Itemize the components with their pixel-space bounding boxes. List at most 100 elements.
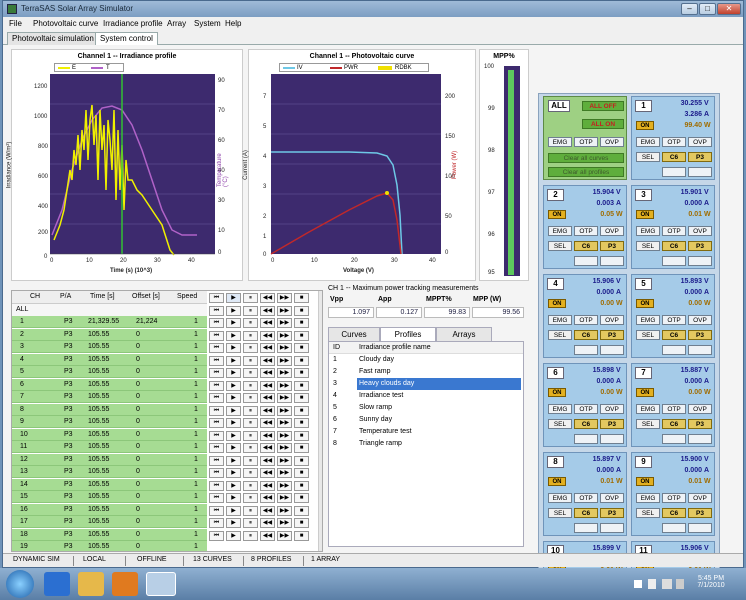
rewind-button[interactable]: ⏮	[209, 480, 224, 491]
profile-tag[interactable]: P3	[688, 241, 712, 251]
stop-button[interactable]: ■	[294, 330, 309, 341]
ie-icon[interactable]	[44, 572, 70, 596]
step-forward-button[interactable]: ▶▶	[277, 443, 292, 453]
emg-button[interactable]: EMG	[636, 404, 660, 414]
aux-field[interactable]	[688, 523, 712, 533]
stop-button[interactable]: ■	[294, 380, 309, 391]
sel-button[interactable]: SEL	[548, 419, 572, 429]
aux-field[interactable]	[662, 434, 686, 444]
play-button[interactable]: ▶	[226, 293, 241, 303]
table-row[interactable]: 3 P3 105.55 0 1	[12, 341, 207, 353]
step-forward-button[interactable]: ▶▶	[277, 318, 292, 328]
stop-button[interactable]: ■	[294, 343, 309, 353]
rewind-button[interactable]: ⏮	[209, 380, 224, 391]
play-button[interactable]: ▶	[226, 380, 241, 391]
step-forward-button[interactable]: ▶▶	[277, 405, 292, 416]
pause-button[interactable]: ⏸	[243, 293, 258, 303]
step-back-button[interactable]: ◀◀	[260, 518, 275, 528]
table-row[interactable]: 12 P3 105.55 0 1	[12, 453, 207, 466]
sel-button[interactable]: SEL	[636, 508, 660, 518]
aux-field[interactable]	[662, 256, 686, 266]
stop-button[interactable]: ■	[294, 305, 309, 316]
profile-tag[interactable]: P3	[600, 508, 624, 518]
table-row[interactable]: 6 P3 105.55 0 1	[12, 378, 207, 391]
title-bar[interactable]: TerraSAS Solar Array Simulator – □ ✕	[3, 1, 743, 17]
tray-arrow-icon[interactable]	[634, 580, 642, 588]
table-row[interactable]: 1 P3 21,329.55 21,224 1	[12, 316, 207, 328]
aux-field[interactable]	[662, 523, 686, 533]
on-indicator[interactable]: ON	[548, 388, 566, 397]
ovp-button[interactable]: OVP	[688, 404, 712, 414]
stop-button[interactable]: ■	[294, 468, 309, 478]
rewind-button[interactable]: ⏮	[209, 318, 224, 328]
stop-button[interactable]: ■	[294, 518, 309, 528]
all-on-button[interactable]: ALL ON	[582, 119, 624, 129]
aux-field[interactable]	[688, 345, 712, 355]
clock[interactable]: 5:45 PM 7/1/2010	[688, 575, 734, 589]
play-button[interactable]: ▶	[226, 518, 241, 528]
rewind-button[interactable]: ⏮	[209, 518, 224, 528]
ovp-button[interactable]: OVP	[600, 404, 624, 414]
profile-tag[interactable]: P3	[688, 419, 712, 429]
ovp-button[interactable]: OVP	[600, 315, 624, 325]
rewind-button[interactable]: ⏮	[209, 368, 224, 378]
sel-button[interactable]: SEL	[548, 508, 572, 518]
emg-button[interactable]: EMG	[548, 404, 572, 414]
step-forward-button[interactable]: ▶▶	[277, 330, 292, 341]
ovp-button[interactable]: OVP	[688, 226, 712, 236]
rewind-button[interactable]: ⏮	[209, 355, 224, 366]
otp-button[interactable]: OTP	[662, 137, 686, 147]
step-back-button[interactable]: ◀◀	[260, 380, 275, 391]
curve-tag[interactable]: C6	[574, 419, 598, 429]
sel-button[interactable]: SEL	[548, 330, 572, 340]
tab-photovoltaic-simulation[interactable]: Photovoltaic simulation	[7, 32, 99, 45]
on-indicator[interactable]: ON	[548, 210, 566, 219]
pause-button[interactable]: ⏸	[243, 493, 258, 503]
rewind-button[interactable]: ⏮	[209, 405, 224, 416]
rewind-button[interactable]: ⏮	[209, 293, 224, 303]
profile-row[interactable]: 8 Triangle ramp	[329, 438, 523, 450]
ovp-button[interactable]: OVP	[600, 493, 624, 503]
rewind-button[interactable]: ⏮	[209, 530, 224, 541]
aux-field[interactable]	[688, 256, 712, 266]
stop-button[interactable]: ■	[294, 480, 309, 491]
sel-button[interactable]: SEL	[636, 152, 660, 162]
curve-tag[interactable]: C6	[574, 330, 598, 340]
step-forward-button[interactable]: ▶▶	[277, 343, 292, 353]
step-back-button[interactable]: ◀◀	[260, 530, 275, 541]
table-row[interactable]: 4 P3 105.55 0 1	[12, 353, 207, 366]
table-row-all[interactable]: ALL	[12, 304, 207, 316]
profile-tag[interactable]: P3	[688, 508, 712, 518]
step-forward-button[interactable]: ▶▶	[277, 305, 292, 316]
play-button[interactable]: ▶	[226, 305, 241, 316]
ovp-button[interactable]: OVP	[688, 493, 712, 503]
curve-tag[interactable]: C6	[662, 241, 686, 251]
curve-tag[interactable]: C6	[662, 330, 686, 340]
step-forward-button[interactable]: ▶▶	[277, 455, 292, 466]
curve-tag[interactable]: C6	[662, 419, 686, 429]
stop-button[interactable]: ■	[294, 530, 309, 541]
rewind-button[interactable]: ⏮	[209, 393, 224, 403]
pause-button[interactable]: ⏸	[243, 430, 258, 441]
stop-button[interactable]: ■	[294, 355, 309, 366]
curve-tag[interactable]: C6	[574, 508, 598, 518]
otp-button[interactable]: OTP	[574, 493, 598, 503]
play-button[interactable]: ▶	[226, 468, 241, 478]
table-row[interactable]: 8 P3 105.55 0 1	[12, 403, 207, 416]
play-button[interactable]: ▶	[226, 493, 241, 503]
aux-field[interactable]	[662, 167, 686, 177]
pause-button[interactable]: ⏸	[243, 330, 258, 341]
aux-field[interactable]	[574, 523, 598, 533]
profile-row[interactable]: 4 Irradiance test	[329, 390, 523, 402]
pause-button[interactable]: ⏸	[243, 418, 258, 428]
all-off-button[interactable]: ALL OFF	[582, 101, 624, 111]
step-back-button[interactable]: ◀◀	[260, 355, 275, 366]
all-emg-button[interactable]: EMG	[548, 137, 572, 147]
step-forward-button[interactable]: ▶▶	[277, 293, 292, 303]
play-button[interactable]: ▶	[226, 405, 241, 416]
emg-button[interactable]: EMG	[636, 226, 660, 236]
menu-file[interactable]: File	[9, 19, 22, 28]
step-back-button[interactable]: ◀◀	[260, 455, 275, 466]
step-back-button[interactable]: ◀◀	[260, 505, 275, 516]
aux-field[interactable]	[600, 256, 624, 266]
